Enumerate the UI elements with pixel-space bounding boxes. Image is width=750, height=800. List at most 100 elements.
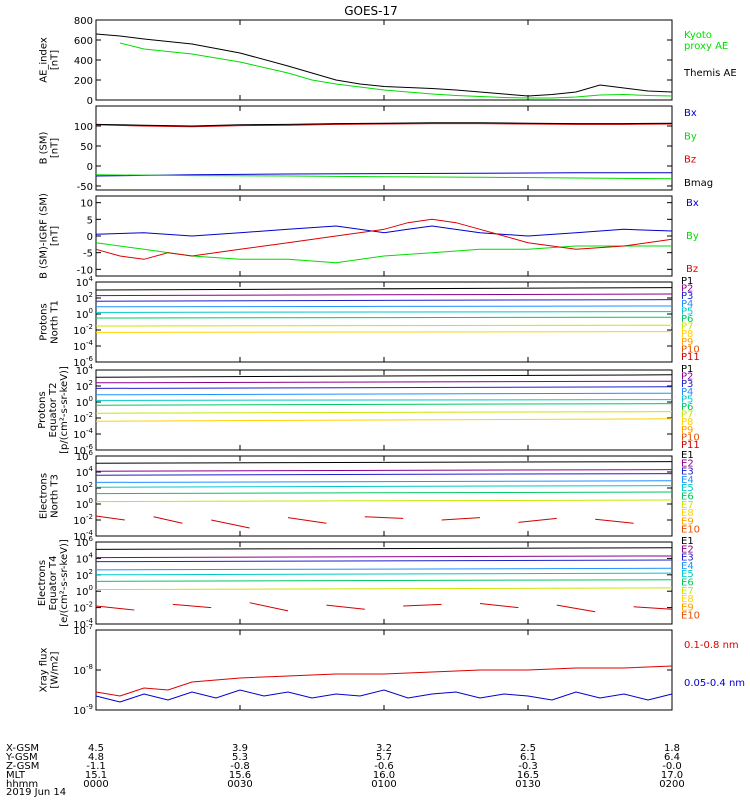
channel-line-p8 [95, 418, 673, 422]
series-line-bz [95, 218, 673, 260]
axis-row-label: hhmm [6, 779, 38, 790]
y-tick-label: 10-2 [73, 513, 93, 527]
noise-segment-e9 [95, 515, 125, 521]
channel-line-e3 [95, 473, 673, 476]
channel-line-p4 [95, 305, 673, 308]
y-axis-label: Protons [39, 303, 50, 340]
axis-row-value: 3.9 [232, 743, 248, 754]
channel-line-p1 [95, 287, 673, 291]
channel-line-p5 [95, 399, 673, 401]
noise-segment-e9 [595, 518, 634, 524]
legend-entry: E3 [681, 553, 694, 564]
noise-segment-e9 [633, 606, 673, 610]
axis-row-value: -0.8 [230, 761, 250, 772]
axis-row-value: 4.8 [88, 752, 104, 763]
axis-row-value: 15.6 [229, 770, 251, 781]
legend-entry: P6 [681, 314, 693, 325]
legend-entry: P9 [681, 425, 693, 436]
y-axis-label: [nT] [50, 138, 61, 158]
y-axis-label: AE_index [39, 37, 50, 83]
legend-entry: E6 [681, 492, 694, 503]
axis-row-value: 16.0 [373, 770, 395, 781]
y-axis-label: B (SM) [39, 131, 50, 164]
axis-row-value: 0130 [515, 779, 540, 790]
y-tick-label: 100 [76, 497, 93, 511]
legend-entry: Bx [686, 198, 699, 209]
legend-entry: E9 [681, 602, 694, 613]
channel-line-e7 [95, 587, 673, 591]
legend-entry: P5 [681, 306, 693, 317]
panel-bigrf: -10 -5 0 5 10 B (SM)-IGRF (SM) [nT] Bx By Bz [39, 193, 699, 279]
axis-row-value: 0000 [83, 779, 108, 790]
channel-line-p1 [95, 374, 673, 378]
channel-line-e1 [95, 547, 673, 550]
axis-row-value: 15.1 [85, 770, 107, 781]
legend-entry: P11 [681, 440, 700, 451]
axis-row-value: -1.1 [86, 761, 106, 772]
legend-entry: By [686, 231, 699, 242]
y-tick-label: -50 [77, 182, 93, 193]
y-axis-label: Equator T2 [48, 383, 59, 438]
y-tick-label: 100 [76, 307, 93, 321]
y-tick-label: 106 [76, 535, 94, 549]
legend-entry: Themis AE [683, 68, 737, 79]
series-line-0-1-0-8-nm [95, 665, 673, 697]
legend-entry: proxy AE [684, 41, 728, 52]
noise-segment-e9 [326, 604, 365, 610]
y-tick-label: 10-2 [73, 323, 93, 337]
y-axis-label: B (SM)-IGRF (SM) [39, 193, 50, 279]
noise-segment-e9 [95, 605, 135, 611]
series-line-by [95, 174, 673, 180]
y-tick-label: 102 [76, 291, 93, 305]
noise-segment-e9 [364, 516, 404, 519]
channel-line-p3 [95, 299, 673, 302]
axis-row-label: Y-GSM [5, 752, 38, 763]
noise-segment-e9 [153, 516, 183, 524]
axis-row-value: 4.5 [88, 743, 104, 754]
legend-entry: P1 [681, 276, 693, 287]
channel-line-p6 [95, 403, 673, 406]
channel-line-e2 [95, 555, 673, 559]
y-tick-label: 10-7 [73, 623, 93, 637]
y-tick-label: 600 [74, 36, 93, 47]
legend-entry: P6 [681, 402, 693, 413]
channel-line-p7 [95, 324, 673, 327]
channel-line-p6 [95, 316, 673, 319]
series-line-bmag [95, 122, 673, 127]
axis-row-value: 6.1 [520, 752, 536, 763]
channel-line-e6 [95, 491, 673, 495]
y-tick-label: 102 [76, 379, 93, 393]
axis-row-value: -0.3 [518, 761, 538, 772]
channel-line-p2 [95, 380, 673, 384]
panel-frame [95, 19, 673, 101]
noise-segment-e9 [287, 517, 327, 524]
legend-entry: E2 [681, 544, 694, 555]
panel-frame [95, 629, 673, 711]
legend-entry: E5 [681, 483, 694, 494]
axis-row-value: 6.4 [664, 752, 680, 763]
legend-entry: P2 [681, 372, 693, 383]
legend-entry: By [684, 131, 697, 142]
legend-entry: Kyoto [684, 30, 712, 41]
panel-bsm: -50 0 50 100 B (SM) [nT] Bx By Bz Bmag [39, 105, 713, 193]
y-tick-label: 50 [80, 142, 93, 153]
legend-entry: P3 [681, 291, 693, 302]
legend-entry: P8 [681, 417, 693, 428]
y-tick-label: 10-2 [73, 411, 93, 425]
axis-row-label: X-GSM [6, 743, 39, 754]
axis-row-value: -0.6 [374, 761, 394, 772]
y-axis-label: [W/m2] [50, 651, 61, 688]
legend-entry: Bz [686, 264, 698, 275]
y-tick-label: 800 [74, 16, 93, 27]
axis-row-label: MLT [6, 770, 26, 781]
figure-title: GOES-17 [344, 4, 398, 18]
legend-entry: E4 [681, 561, 694, 572]
panel-xray: 10-9 10-8 10-7 Xray flux [W/m2] 0.1-0.8 nm 0.0… [39, 623, 746, 717]
noise-segment-e9 [249, 602, 289, 612]
noise-segment-e9 [211, 519, 250, 529]
y-tick-label: 10-4 [73, 427, 93, 441]
